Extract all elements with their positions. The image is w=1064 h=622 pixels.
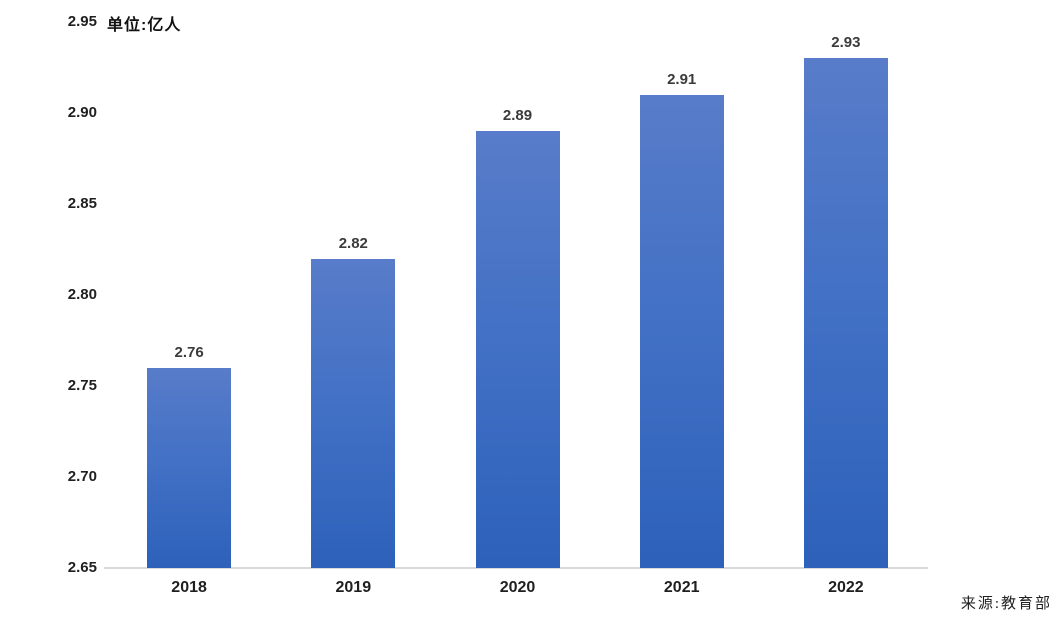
y-axis-tick-label: 2.65 <box>67 559 97 576</box>
bar-value-label: 2.76 <box>174 343 204 361</box>
y-axis-tick-label: 2.80 <box>67 286 97 303</box>
x-axis-tick-label: 2022 <box>828 579 864 596</box>
x-axis-baseline <box>104 567 928 569</box>
x-axis-tick-label: 2020 <box>499 579 536 596</box>
x-axis-tick-label: 2021 <box>663 579 700 596</box>
bar-value-label: 2.93 <box>831 34 861 52</box>
bar-2020 <box>475 131 560 568</box>
y-axis-tick-label: 2.85 <box>67 195 97 212</box>
chart-unit-label: 单位:亿人 <box>107 17 182 34</box>
y-axis-tick-label: 2.70 <box>67 468 97 485</box>
bar-value-label: 2.82 <box>338 234 368 252</box>
y-axis-tick-label: 2.90 <box>67 104 97 121</box>
y-axis-tick-label: 2.95 <box>67 13 97 30</box>
y-axis-tick-label: 2.75 <box>67 377 97 394</box>
bar-value-label: 2.91 <box>667 70 697 88</box>
bar-2021 <box>639 94 724 568</box>
bar-2018 <box>147 367 232 568</box>
x-axis-tick-label: 2018 <box>171 579 207 596</box>
source-attribution: 来源:教育部 <box>960 596 1052 612</box>
bar-2019 <box>311 258 396 568</box>
bar-2022 <box>803 58 888 568</box>
bar-value-label: 2.89 <box>502 107 533 125</box>
x-axis-tick-label: 2019 <box>335 579 372 596</box>
